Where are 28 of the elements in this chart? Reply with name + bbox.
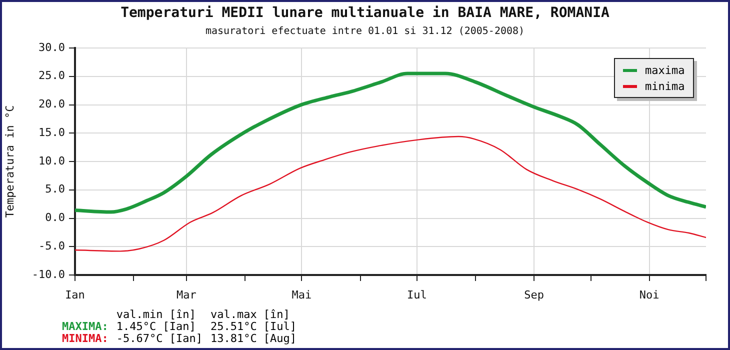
x-tick-label: Sep bbox=[524, 288, 544, 302]
text: 1.45°C [Ian] bbox=[116, 320, 197, 333]
y-axis-title: Temperatura in °C bbox=[3, 105, 16, 218]
legend-label: minima bbox=[645, 80, 685, 92]
text: -5.67°C [Ian] bbox=[116, 332, 204, 345]
chart-title: Temperaturi MEDII lunare multianuale in BAIA MARE, ROMANIA bbox=[120, 5, 610, 21]
text: val.max [în] bbox=[210, 308, 291, 321]
x-tick-label: Noi bbox=[639, 288, 660, 302]
y-tick-label: -5.0 bbox=[38, 239, 65, 252]
y-tick-label: -10.0 bbox=[32, 268, 65, 281]
x-tick-label: Iul bbox=[407, 288, 427, 302]
text: val.min [în] bbox=[116, 308, 197, 321]
y-tick-label: 15.0 bbox=[38, 126, 65, 139]
y-tick-label: 10.0 bbox=[38, 154, 65, 168]
legend-label: maxima bbox=[645, 64, 685, 76]
y-tick-label: 20.0 bbox=[38, 98, 65, 111]
y-tick-label: 25.0 bbox=[38, 69, 65, 82]
x-tick-label: Mai bbox=[292, 288, 312, 302]
y-tick-label: 0.0 bbox=[45, 211, 65, 224]
chart-subtitle: masuratori efectuate intre 01.01 si 31.12 (2005-2008) bbox=[204, 26, 526, 37]
y-tick-label: 30.0 bbox=[38, 40, 65, 54]
text: MAXIMA: bbox=[62, 320, 110, 333]
text: MINIMA: bbox=[62, 332, 110, 345]
text: 25.51°C [Iul] bbox=[210, 320, 298, 333]
text: 13.81°C [Aug] bbox=[210, 332, 298, 345]
x-tick-label: Ian bbox=[65, 288, 85, 302]
y-tick-label: 5.0 bbox=[45, 182, 65, 196]
x-tick-label: Mar bbox=[176, 288, 197, 302]
